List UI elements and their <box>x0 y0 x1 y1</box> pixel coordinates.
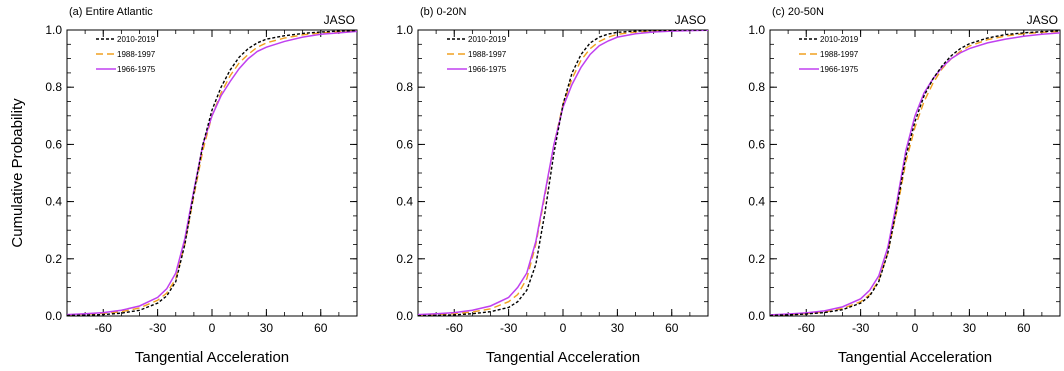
x-tick-label: 30 <box>260 321 274 335</box>
x-tick-label: -30 <box>149 321 167 335</box>
y-axis-label: Cumulative Probability <box>9 98 26 248</box>
x-tick-label: 60 <box>665 321 679 335</box>
x-tick-label: 0 <box>560 321 567 335</box>
series-line-1966-1975 <box>770 32 1060 316</box>
y-tick-label: 0.0 <box>748 309 765 323</box>
series-line-2010-2019 <box>418 30 708 316</box>
x-tick-label: 30 <box>963 321 977 335</box>
x-axis-label: Tangential Acceleration <box>486 349 640 366</box>
x-tick-label: -60 <box>95 321 113 335</box>
legend-label: 2010-2019 <box>468 35 507 44</box>
x-tick-label: 0 <box>209 321 216 335</box>
season-label: JASO <box>324 13 355 27</box>
panel-title: (b) 0-20N <box>420 6 467 18</box>
y-tick-label: 0.8 <box>396 80 413 94</box>
panel-title: (a) Entire Atlantic <box>69 6 153 18</box>
season-label: JASO <box>675 13 706 27</box>
y-tick-label: 1.0 <box>45 23 62 37</box>
y-tick-label: 0.4 <box>45 195 62 209</box>
x-tick-label: 60 <box>1017 321 1031 335</box>
y-tick-label: 1.0 <box>748 23 765 37</box>
y-tick-label: 0.8 <box>748 80 765 94</box>
legend-label: 1966-1975 <box>820 65 859 74</box>
x-tick-label: -30 <box>852 321 870 335</box>
legend-label: 1988-1997 <box>820 50 859 59</box>
y-tick-label: 0.6 <box>45 137 62 151</box>
x-tick-label: -60 <box>798 321 816 335</box>
x-tick-label: 0 <box>912 321 919 335</box>
series-line-1966-1975 <box>67 30 357 316</box>
legend-label: 1988-1997 <box>468 50 507 59</box>
y-tick-label: 0.4 <box>396 195 413 209</box>
y-tick-label: 0.2 <box>748 252 765 266</box>
series-line-2010-2019 <box>770 30 1060 316</box>
legend-label: 1966-1975 <box>468 65 507 74</box>
chart-panel-3: (c) 20-50N JASO -60 -30 0 30 60 0.0 0.2 0.4 0.6 0.8… <box>748 6 1061 366</box>
y-tick-label: 0.8 <box>45 80 62 94</box>
legend-label: 1988-1997 <box>117 50 156 59</box>
y-tick-label: 0.0 <box>45 309 62 323</box>
x-axis-label: Tangential Acceleration <box>838 349 992 366</box>
series-line-1988-1997 <box>418 30 708 316</box>
y-tick-label: 0.2 <box>45 252 62 266</box>
y-tick-label: 0.6 <box>396 137 413 151</box>
y-tick-label: 0.0 <box>396 309 413 323</box>
x-tick-label: 60 <box>314 321 328 335</box>
chart-panel-2: (b) 0-20N JASO -60 -30 0 30 60 0.0 0.2 0.4 0.6 0.8 1… <box>396 6 709 366</box>
y-tick-label: 0.4 <box>748 195 765 209</box>
series-line-1988-1997 <box>67 30 357 316</box>
plot-frame <box>769 29 1061 317</box>
plot-frame <box>417 29 709 317</box>
plot-frame <box>66 29 358 317</box>
panel-title: (c) 20-50N <box>772 6 824 18</box>
x-tick-label: 30 <box>611 321 625 335</box>
legend-label: 1966-1975 <box>117 65 156 74</box>
x-tick-label: -30 <box>500 321 518 335</box>
x-axis-label: Tangential Acceleration <box>135 349 289 366</box>
series-line-1988-1997 <box>770 30 1060 316</box>
legend-label: 2010-2019 <box>117 35 156 44</box>
series-line-1966-1975 <box>418 30 708 316</box>
y-tick-label: 1.0 <box>396 23 413 37</box>
y-tick-label: 0.2 <box>396 252 413 266</box>
y-tick-label: 0.6 <box>748 137 765 151</box>
chart-panel-1: (a) Entire Atlantic JASO -60 -30 0 30 60 0.0 0.2… <box>45 6 358 366</box>
legend-label: 2010-2019 <box>820 35 859 44</box>
season-label: JASO <box>1027 13 1058 27</box>
x-tick-label: -60 <box>446 321 464 335</box>
series-line-2010-2019 <box>67 30 357 316</box>
